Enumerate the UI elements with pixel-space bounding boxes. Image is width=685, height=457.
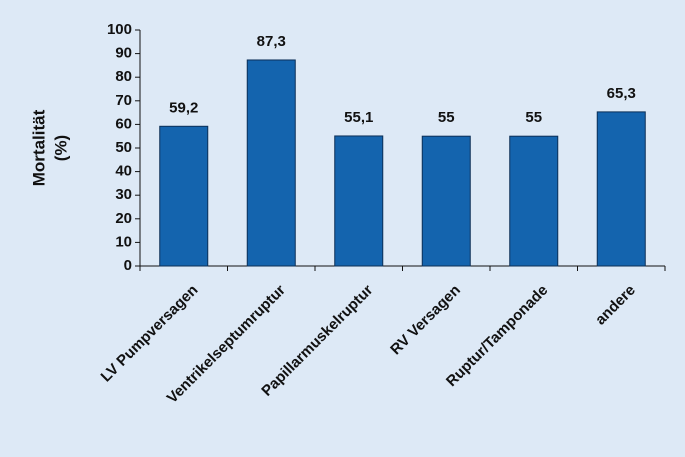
y-tick-label: 60 [115,115,132,132]
y-axis-label: (%) [51,135,70,161]
bar [246,59,296,267]
value-label: 55 [438,109,455,126]
y-tick-label: 30 [115,186,132,203]
bar [159,125,209,267]
value-label: 55 [525,109,542,126]
bar [596,111,646,267]
value-label: 87,3 [257,33,286,50]
y-tick-label: 100 [107,21,132,38]
y-axis-label: Mortalität [29,109,48,186]
y-tick-label: 10 [115,233,132,250]
y-tick-label: 50 [115,139,132,156]
y-tick-label: 70 [115,92,132,109]
value-label: 59,2 [169,99,198,116]
y-tick-label: 20 [115,210,132,227]
y-tick-label: 40 [115,163,132,180]
value-label: 55,1 [344,109,373,126]
y-tick-label: 90 [115,45,132,62]
y-tick-label: 80 [115,68,132,85]
bar [421,135,471,267]
bar [334,135,384,267]
bar [509,135,559,267]
y-tick-label: 0 [124,257,132,274]
value-label: 65,3 [607,85,636,102]
